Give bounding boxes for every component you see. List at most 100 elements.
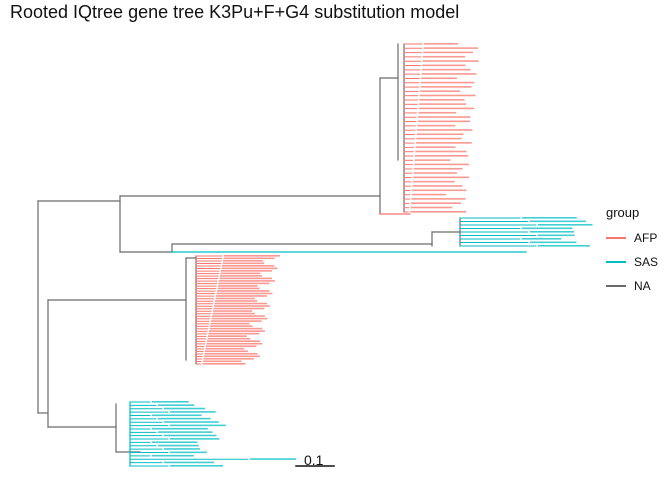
tip-label xyxy=(420,86,472,88)
tip-label xyxy=(421,77,457,80)
tip-label xyxy=(411,198,466,200)
tip-label xyxy=(158,417,211,420)
tip-label xyxy=(202,363,246,365)
tip-label xyxy=(423,51,473,54)
tip-label xyxy=(210,325,253,327)
tip-label xyxy=(421,68,471,71)
tip-label xyxy=(223,257,275,260)
tip-label xyxy=(217,287,260,290)
legend-label-sas: SAS xyxy=(634,255,659,269)
tip-label xyxy=(203,360,242,363)
legend-key-sas xyxy=(606,261,626,263)
tip-label xyxy=(218,282,270,285)
chart-title: Rooted IQtree gene tree K3Pu+F+G4 substi… xyxy=(10,2,460,22)
tip-label xyxy=(222,262,265,265)
tip-label xyxy=(170,438,220,440)
tip-label xyxy=(164,448,200,450)
tip-label xyxy=(413,176,470,179)
legend-label-afp: AFP xyxy=(634,231,658,245)
tip-label xyxy=(422,55,465,58)
tip-label xyxy=(208,332,260,335)
tip-label xyxy=(221,267,278,270)
tip-label xyxy=(215,300,258,302)
tip-label xyxy=(530,241,577,244)
tip-label xyxy=(413,167,463,170)
tip-label xyxy=(221,270,273,272)
tip-label xyxy=(204,355,260,358)
tip-label xyxy=(219,277,272,280)
tip-label xyxy=(205,347,245,350)
tip-label xyxy=(417,129,473,131)
tip-label xyxy=(212,312,255,315)
tip-label xyxy=(415,150,467,153)
tip-label xyxy=(522,217,577,219)
tip-label xyxy=(416,137,462,140)
tip-label xyxy=(250,458,297,460)
tip-label xyxy=(423,47,479,49)
tip-label xyxy=(158,431,213,433)
tip-label xyxy=(152,427,208,430)
legend-item-sas: SAS xyxy=(606,250,658,274)
tip-label xyxy=(212,315,265,317)
tip-label xyxy=(424,43,459,45)
tip-label xyxy=(170,411,216,413)
tip-label xyxy=(152,441,198,444)
tip-label xyxy=(420,90,461,92)
tip-label xyxy=(152,401,189,403)
tip-label xyxy=(207,340,260,342)
tip-label xyxy=(538,224,593,226)
tip-label xyxy=(214,305,270,307)
tip-label xyxy=(413,172,457,174)
tip-label xyxy=(158,444,199,447)
tip-label xyxy=(158,404,195,406)
tip-label xyxy=(211,317,268,320)
tip-label xyxy=(415,146,456,148)
legend-item-na: NA xyxy=(606,274,658,298)
tip-label xyxy=(530,231,575,233)
tip-label xyxy=(210,322,250,325)
tip-label xyxy=(204,352,258,355)
tip-label xyxy=(411,193,446,196)
tip-label xyxy=(418,107,475,110)
tip-label xyxy=(414,163,470,166)
tip-label xyxy=(222,265,275,267)
tip-label xyxy=(208,335,247,337)
tip-label xyxy=(214,302,268,305)
tip-label xyxy=(206,345,257,348)
tip-label xyxy=(417,124,456,127)
tip-label xyxy=(412,185,463,187)
tip-label xyxy=(422,64,466,67)
tip-label xyxy=(422,60,479,62)
tip-label xyxy=(152,454,194,457)
tip-label xyxy=(418,116,471,118)
tip-label xyxy=(223,260,263,262)
tip-label xyxy=(530,220,586,223)
tip-label xyxy=(412,189,467,192)
tip-label xyxy=(205,350,248,353)
legend-label-na: NA xyxy=(634,279,651,293)
tip-label xyxy=(213,307,265,310)
tip-label xyxy=(224,255,280,257)
tip-label xyxy=(421,73,477,75)
tip-label xyxy=(217,290,270,292)
tip-label xyxy=(209,327,263,330)
tip-label xyxy=(522,238,562,240)
tip-label xyxy=(419,99,465,101)
tip-label xyxy=(410,211,467,213)
tip-label xyxy=(170,465,224,467)
tip-label xyxy=(216,292,273,295)
tip-label xyxy=(206,342,263,345)
tip-label xyxy=(220,275,262,277)
tip-label xyxy=(219,280,275,282)
tip-label xyxy=(416,133,464,136)
legend-title: group xyxy=(606,205,640,220)
tip-label xyxy=(419,94,476,97)
legend-item-afp: AFP xyxy=(606,226,658,250)
tip-label xyxy=(215,297,255,300)
legend-key-na xyxy=(606,285,626,287)
tip-label xyxy=(207,337,251,340)
tip-label xyxy=(164,407,206,410)
tip-label xyxy=(522,227,573,230)
tip-label xyxy=(211,320,262,322)
